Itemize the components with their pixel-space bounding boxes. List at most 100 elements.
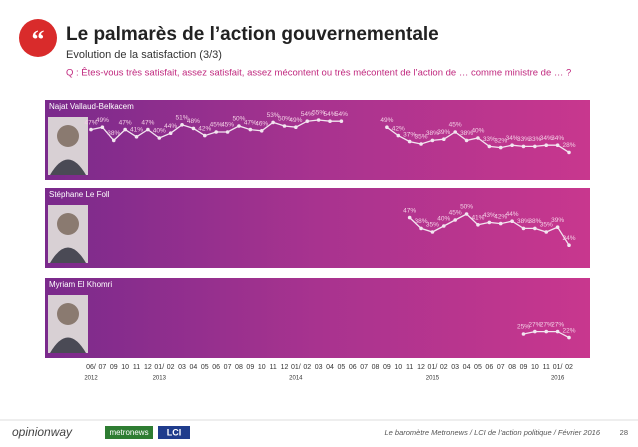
value-label: 44% — [506, 211, 519, 218]
x-tick-label: 11 — [406, 364, 413, 371]
x-tick-label: 09 — [110, 364, 118, 371]
x-tick-label: 01/ — [428, 364, 438, 371]
point — [453, 130, 457, 134]
value-label: 47% — [119, 119, 132, 126]
x-tick-label: 10 — [121, 364, 129, 371]
point — [180, 123, 184, 127]
value-label: 54% — [335, 111, 348, 118]
x-tick-label: 05 — [474, 364, 482, 371]
point — [259, 129, 264, 133]
value-label: 49% — [380, 117, 393, 124]
point — [248, 127, 253, 132]
point — [567, 150, 571, 155]
value-label: 45% — [221, 122, 234, 129]
x-tick-label: 12 — [417, 364, 425, 371]
point — [510, 143, 514, 147]
value-label: 27% — [528, 321, 541, 328]
point — [203, 133, 207, 138]
x-tick-label: 11 — [133, 364, 140, 371]
point — [339, 119, 344, 123]
value-label: 33% — [483, 136, 496, 143]
value-label: 37% — [403, 131, 416, 138]
x-tick-label: 06 — [349, 364, 357, 371]
x-tick-label: 06/ — [86, 364, 96, 371]
x-tick-label: 06 — [485, 364, 493, 371]
value-label: 22% — [562, 327, 575, 334]
partner1-box — [105, 426, 153, 439]
value-label: 50% — [232, 116, 245, 123]
x-tick-label: 04 — [326, 364, 334, 371]
value-label: 40% — [437, 216, 450, 223]
point — [214, 130, 218, 134]
value-label: 35% — [415, 134, 428, 141]
value-label: 46% — [255, 121, 268, 128]
point — [237, 124, 241, 128]
point — [533, 329, 537, 334]
point — [442, 224, 446, 228]
x-tick-label: 05 — [337, 364, 345, 371]
value-label: 35% — [540, 222, 553, 229]
value-label: 50% — [460, 204, 473, 211]
point — [544, 143, 549, 147]
value-label: 47% — [141, 119, 154, 126]
point — [555, 143, 560, 147]
point — [555, 329, 560, 334]
point — [419, 142, 423, 146]
photo-head — [57, 213, 79, 235]
photo-body — [50, 159, 86, 175]
point — [442, 137, 446, 141]
value-label: 38% — [107, 130, 120, 137]
point — [533, 144, 537, 149]
point — [407, 215, 412, 220]
point — [430, 230, 435, 234]
x-tick-label: 09 — [246, 364, 254, 371]
point — [464, 212, 469, 216]
point — [305, 119, 310, 123]
value-label: 54% — [301, 111, 314, 118]
panel-name: Stéphane Le Foll — [49, 190, 110, 199]
point — [476, 223, 480, 227]
partner1: metronews — [109, 428, 148, 437]
x-tick-label: 02 — [303, 364, 311, 371]
value-label: 34% — [506, 135, 519, 142]
x-tick-label: 01/ — [553, 364, 563, 371]
point — [464, 138, 469, 143]
point — [544, 230, 549, 234]
point — [567, 335, 571, 340]
point — [396, 133, 401, 138]
point — [533, 226, 537, 231]
x-tick-label: 11 — [269, 364, 276, 371]
value-label: 47% — [244, 119, 257, 126]
value-label: 50% — [278, 116, 291, 123]
point — [498, 221, 503, 226]
point — [419, 226, 423, 231]
value-label: 40% — [153, 128, 166, 135]
x-tick-label: 12 — [281, 364, 289, 371]
value-label: 27% — [551, 321, 564, 328]
point — [316, 118, 321, 122]
point — [89, 127, 93, 132]
point — [100, 125, 105, 129]
point — [521, 332, 526, 336]
x-tick-label: 07 — [98, 364, 106, 371]
value-label: 47% — [84, 119, 97, 126]
point — [521, 144, 526, 149]
value-label: 38% — [528, 218, 541, 225]
partner2-box — [158, 426, 190, 439]
value-label: 44% — [164, 123, 177, 130]
value-label: 34% — [540, 135, 553, 142]
value-label: 45% — [449, 210, 462, 217]
point — [453, 218, 457, 222]
page-number: 28 — [620, 428, 628, 437]
x-tick-label: 04 — [463, 364, 471, 371]
photo-body — [50, 247, 86, 263]
year-label: 2015 — [426, 376, 440, 382]
panel — [45, 278, 590, 358]
point — [521, 226, 526, 231]
point — [111, 138, 116, 143]
x-tick-label: 08 — [508, 364, 516, 371]
x-tick-label: 07 — [224, 364, 232, 371]
value-label: 33% — [517, 136, 530, 143]
value-label: 35% — [426, 222, 439, 229]
